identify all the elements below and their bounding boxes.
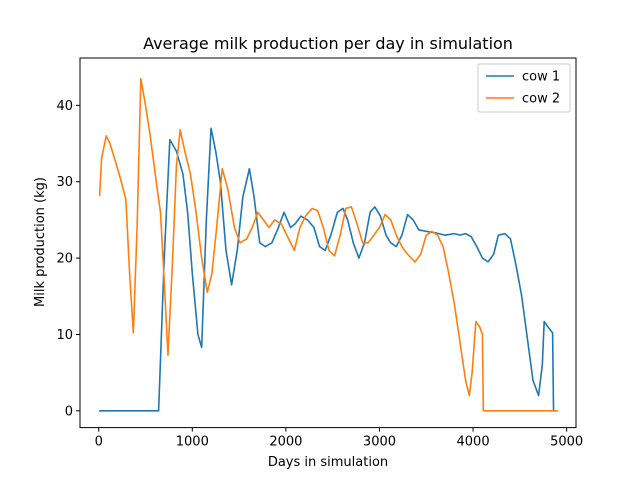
legend-label: cow 2 (522, 92, 560, 107)
chart-title: Average milk production per day in simul… (143, 34, 513, 53)
y-axis-label: Milk production (kg) (33, 177, 48, 307)
legend-label: cow 1 (522, 70, 560, 85)
x-tick-label: 3000 (363, 435, 396, 450)
y-tick-label: 0 (65, 404, 73, 419)
x-axis-ticks: 0 1000 2000 3000 4000 5000 (95, 427, 583, 450)
legend-items: cow 1 cow 2 (486, 70, 560, 107)
x-axis-label: Days in simulation (268, 455, 388, 470)
series-line-cow-2 (98, 77, 559, 412)
y-axis-ticks: 0 10 20 30 40 (56, 99, 80, 419)
y-tick-label: 10 (56, 328, 73, 343)
y-tick-label: 30 (56, 175, 73, 190)
y-tick-label: 40 (56, 99, 73, 114)
series-layer (98, 77, 559, 412)
x-tick-label: 5000 (550, 435, 583, 450)
y-tick-label: 20 (56, 252, 73, 267)
x-tick-label: 2000 (269, 435, 302, 450)
x-tick-label: 1000 (176, 435, 209, 450)
plot-area: 0 1000 2000 3000 4000 5000 0 10 20 30 40 (56, 57, 583, 450)
plot-frame (79, 57, 577, 429)
series-line-cow-1 (98, 127, 557, 412)
legend: cow 1 cow 2 (477, 63, 571, 113)
x-tick-label: 4000 (457, 435, 490, 450)
x-tick-label: 0 (95, 435, 103, 450)
